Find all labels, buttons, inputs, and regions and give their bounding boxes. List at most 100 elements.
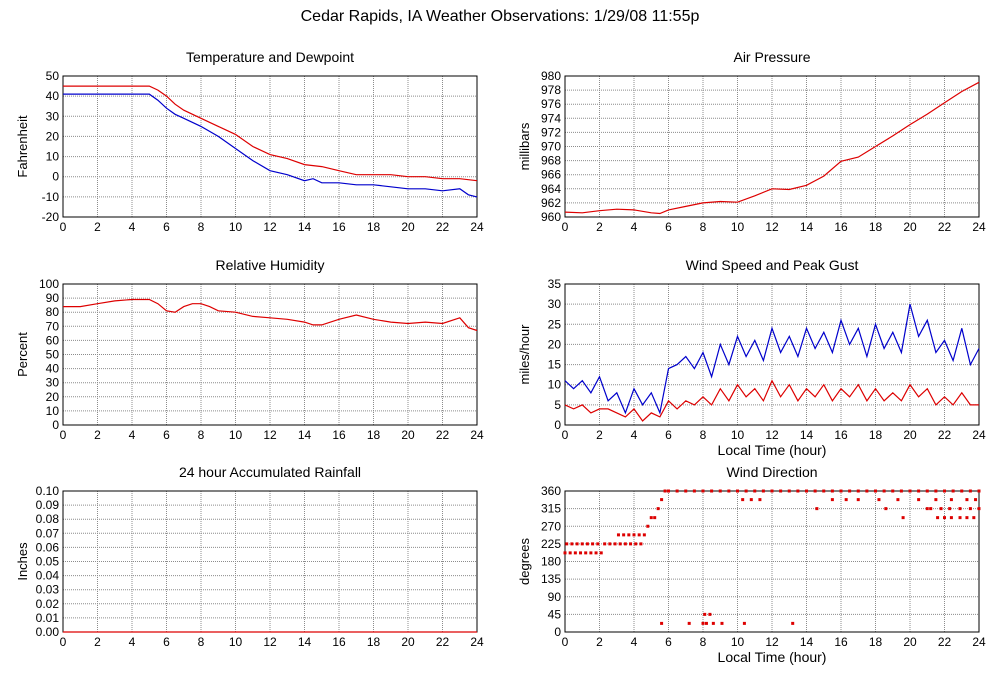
data-point bbox=[565, 542, 569, 546]
y-tick-label: 20 bbox=[46, 129, 60, 143]
data-point bbox=[575, 542, 579, 546]
x-tick-label: 4 bbox=[631, 220, 638, 234]
x-tick-label: 18 bbox=[869, 635, 883, 649]
data-point bbox=[934, 498, 938, 502]
x-tick-label: 2 bbox=[596, 220, 603, 234]
y-tick-label: 0.02 bbox=[36, 597, 60, 611]
plot-frame bbox=[62, 283, 478, 426]
y-tick-label: 966 bbox=[541, 168, 561, 182]
x-tick-label: 12 bbox=[765, 635, 779, 649]
y-tick-label: -10 bbox=[42, 190, 60, 204]
x-tick-label: 20 bbox=[401, 635, 415, 649]
series-line-blue bbox=[564, 303, 980, 415]
x-tick-label: 24 bbox=[972, 220, 986, 234]
data-point bbox=[742, 621, 746, 625]
data-point bbox=[616, 533, 620, 537]
y-tick-label: 20 bbox=[548, 337, 562, 351]
y-tick-label: 10 bbox=[46, 150, 60, 164]
x-tick-label: 10 bbox=[229, 220, 243, 234]
x-tick-label: 24 bbox=[972, 635, 986, 649]
x-tick-label: 24 bbox=[470, 428, 484, 442]
y-axis-label: degrees bbox=[517, 538, 532, 585]
data-point bbox=[708, 612, 712, 616]
y-tick-label: 10 bbox=[548, 378, 562, 392]
x-tick-label: 22 bbox=[436, 220, 450, 234]
data-point bbox=[844, 498, 848, 502]
chart-title: Relative Humidity bbox=[216, 257, 325, 273]
data-point bbox=[585, 542, 589, 546]
data-point bbox=[977, 489, 981, 493]
y-tick-label: 0 bbox=[554, 418, 561, 432]
data-point bbox=[701, 621, 705, 625]
x-tick-label: 10 bbox=[229, 428, 243, 442]
y-tick-label: 0.01 bbox=[36, 611, 60, 625]
data-point bbox=[599, 551, 603, 555]
series-line-red bbox=[564, 81, 980, 215]
data-point bbox=[805, 489, 808, 493]
data-point bbox=[589, 551, 593, 555]
data-point bbox=[646, 524, 650, 528]
chart-title: Temperature and Dewpoint bbox=[186, 49, 354, 65]
data-point bbox=[934, 489, 938, 493]
y-tick-label: 60 bbox=[46, 333, 60, 347]
x-tick-label: 6 bbox=[665, 220, 672, 234]
y-tick-label: 0.00 bbox=[36, 625, 60, 639]
data-point bbox=[580, 542, 584, 546]
data-point bbox=[925, 507, 929, 511]
x-tick-label: 10 bbox=[731, 635, 745, 649]
x-tick-label: 14 bbox=[298, 220, 312, 234]
y-tick-label: 962 bbox=[541, 196, 561, 210]
data-point bbox=[787, 489, 791, 493]
x-tick-label: 16 bbox=[834, 428, 848, 442]
x-tick-label: 14 bbox=[298, 428, 312, 442]
y-tick-label: -20 bbox=[42, 210, 60, 224]
data-point bbox=[753, 489, 757, 493]
x-tick-label: 20 bbox=[401, 428, 415, 442]
x-tick-label: 18 bbox=[869, 220, 883, 234]
data-point bbox=[974, 498, 978, 502]
y-tick-label: 0 bbox=[52, 418, 59, 432]
x-tick-label: 12 bbox=[263, 635, 277, 649]
data-point bbox=[761, 489, 765, 493]
x-tick-label: 20 bbox=[903, 635, 917, 649]
data-point bbox=[779, 489, 783, 493]
y-tick-label: 80 bbox=[46, 305, 60, 319]
y-tick-label: 0.10 bbox=[36, 484, 60, 498]
y-tick-label: 972 bbox=[541, 125, 561, 139]
x-tick-label: 0 bbox=[562, 635, 569, 649]
data-point bbox=[949, 516, 953, 520]
x-tick-label: 6 bbox=[163, 428, 170, 442]
data-point bbox=[608, 542, 612, 546]
x-tick-label: 22 bbox=[436, 635, 450, 649]
data-point bbox=[622, 533, 626, 537]
data-point bbox=[703, 612, 707, 616]
data-point bbox=[579, 551, 583, 555]
x-axis-label: Local Time (hour) bbox=[718, 442, 827, 458]
y-tick-label: 10 bbox=[46, 404, 60, 418]
x-tick-label: 8 bbox=[198, 635, 205, 649]
x-tick-label: 22 bbox=[938, 220, 952, 234]
data-point bbox=[908, 489, 912, 493]
data-point bbox=[718, 489, 722, 493]
page-title: Cedar Rapids, IA Weather Observations: 1… bbox=[300, 8, 700, 25]
x-tick-label: 16 bbox=[332, 428, 346, 442]
data-point bbox=[948, 507, 952, 511]
x-tick-label: 8 bbox=[700, 428, 707, 442]
data-point bbox=[791, 621, 795, 625]
data-point bbox=[563, 551, 567, 555]
y-tick-label: 30 bbox=[46, 376, 60, 390]
data-point bbox=[584, 551, 588, 555]
y-tick-label: 360 bbox=[541, 484, 561, 498]
data-point bbox=[727, 489, 731, 493]
data-point bbox=[917, 498, 921, 502]
data-point bbox=[720, 621, 724, 625]
x-tick-label: 14 bbox=[298, 635, 312, 649]
data-point bbox=[972, 516, 976, 520]
plot-frame bbox=[564, 75, 980, 218]
data-point bbox=[865, 489, 869, 493]
x-tick-label: 0 bbox=[562, 428, 569, 442]
x-tick-label: 16 bbox=[834, 220, 848, 234]
y-axis-label: miles/hour bbox=[517, 324, 532, 385]
